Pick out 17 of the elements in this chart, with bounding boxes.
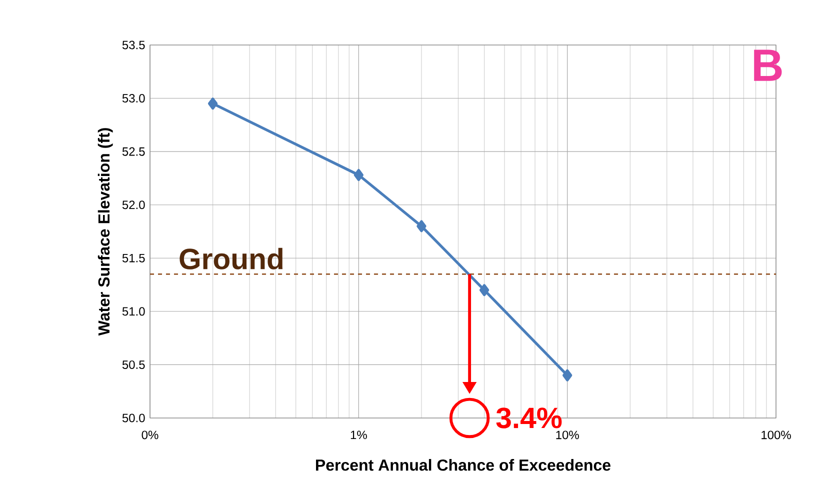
x-axis-title: Percent Annual Chance of Exceedence xyxy=(316,459,610,471)
y-tick-label: 53.0 xyxy=(122,94,145,103)
y-tick-label: 51.0 xyxy=(122,307,145,316)
x-tick-label: 10% xyxy=(556,430,579,440)
y-axis-title: Water Surface Elevation (ft) xyxy=(98,128,113,336)
x-tick-label: 100% xyxy=(762,430,791,440)
annotation: B xyxy=(754,50,782,81)
annotation: 3.4% xyxy=(496,408,562,428)
y-tick-label: 50.0 xyxy=(122,414,145,422)
y-tick-label: 52.5 xyxy=(122,147,145,156)
x-tick-label: 0% xyxy=(142,430,158,440)
y-tick-label: 50.5 xyxy=(122,360,145,369)
y-tick-label: 53.5 xyxy=(122,40,145,50)
x-tick-label: 1% xyxy=(350,430,367,440)
ref-line-label: Ground xyxy=(180,248,282,270)
y-tick-label: 52.0 xyxy=(122,200,145,210)
y-tick-label: 51.5 xyxy=(122,254,145,262)
